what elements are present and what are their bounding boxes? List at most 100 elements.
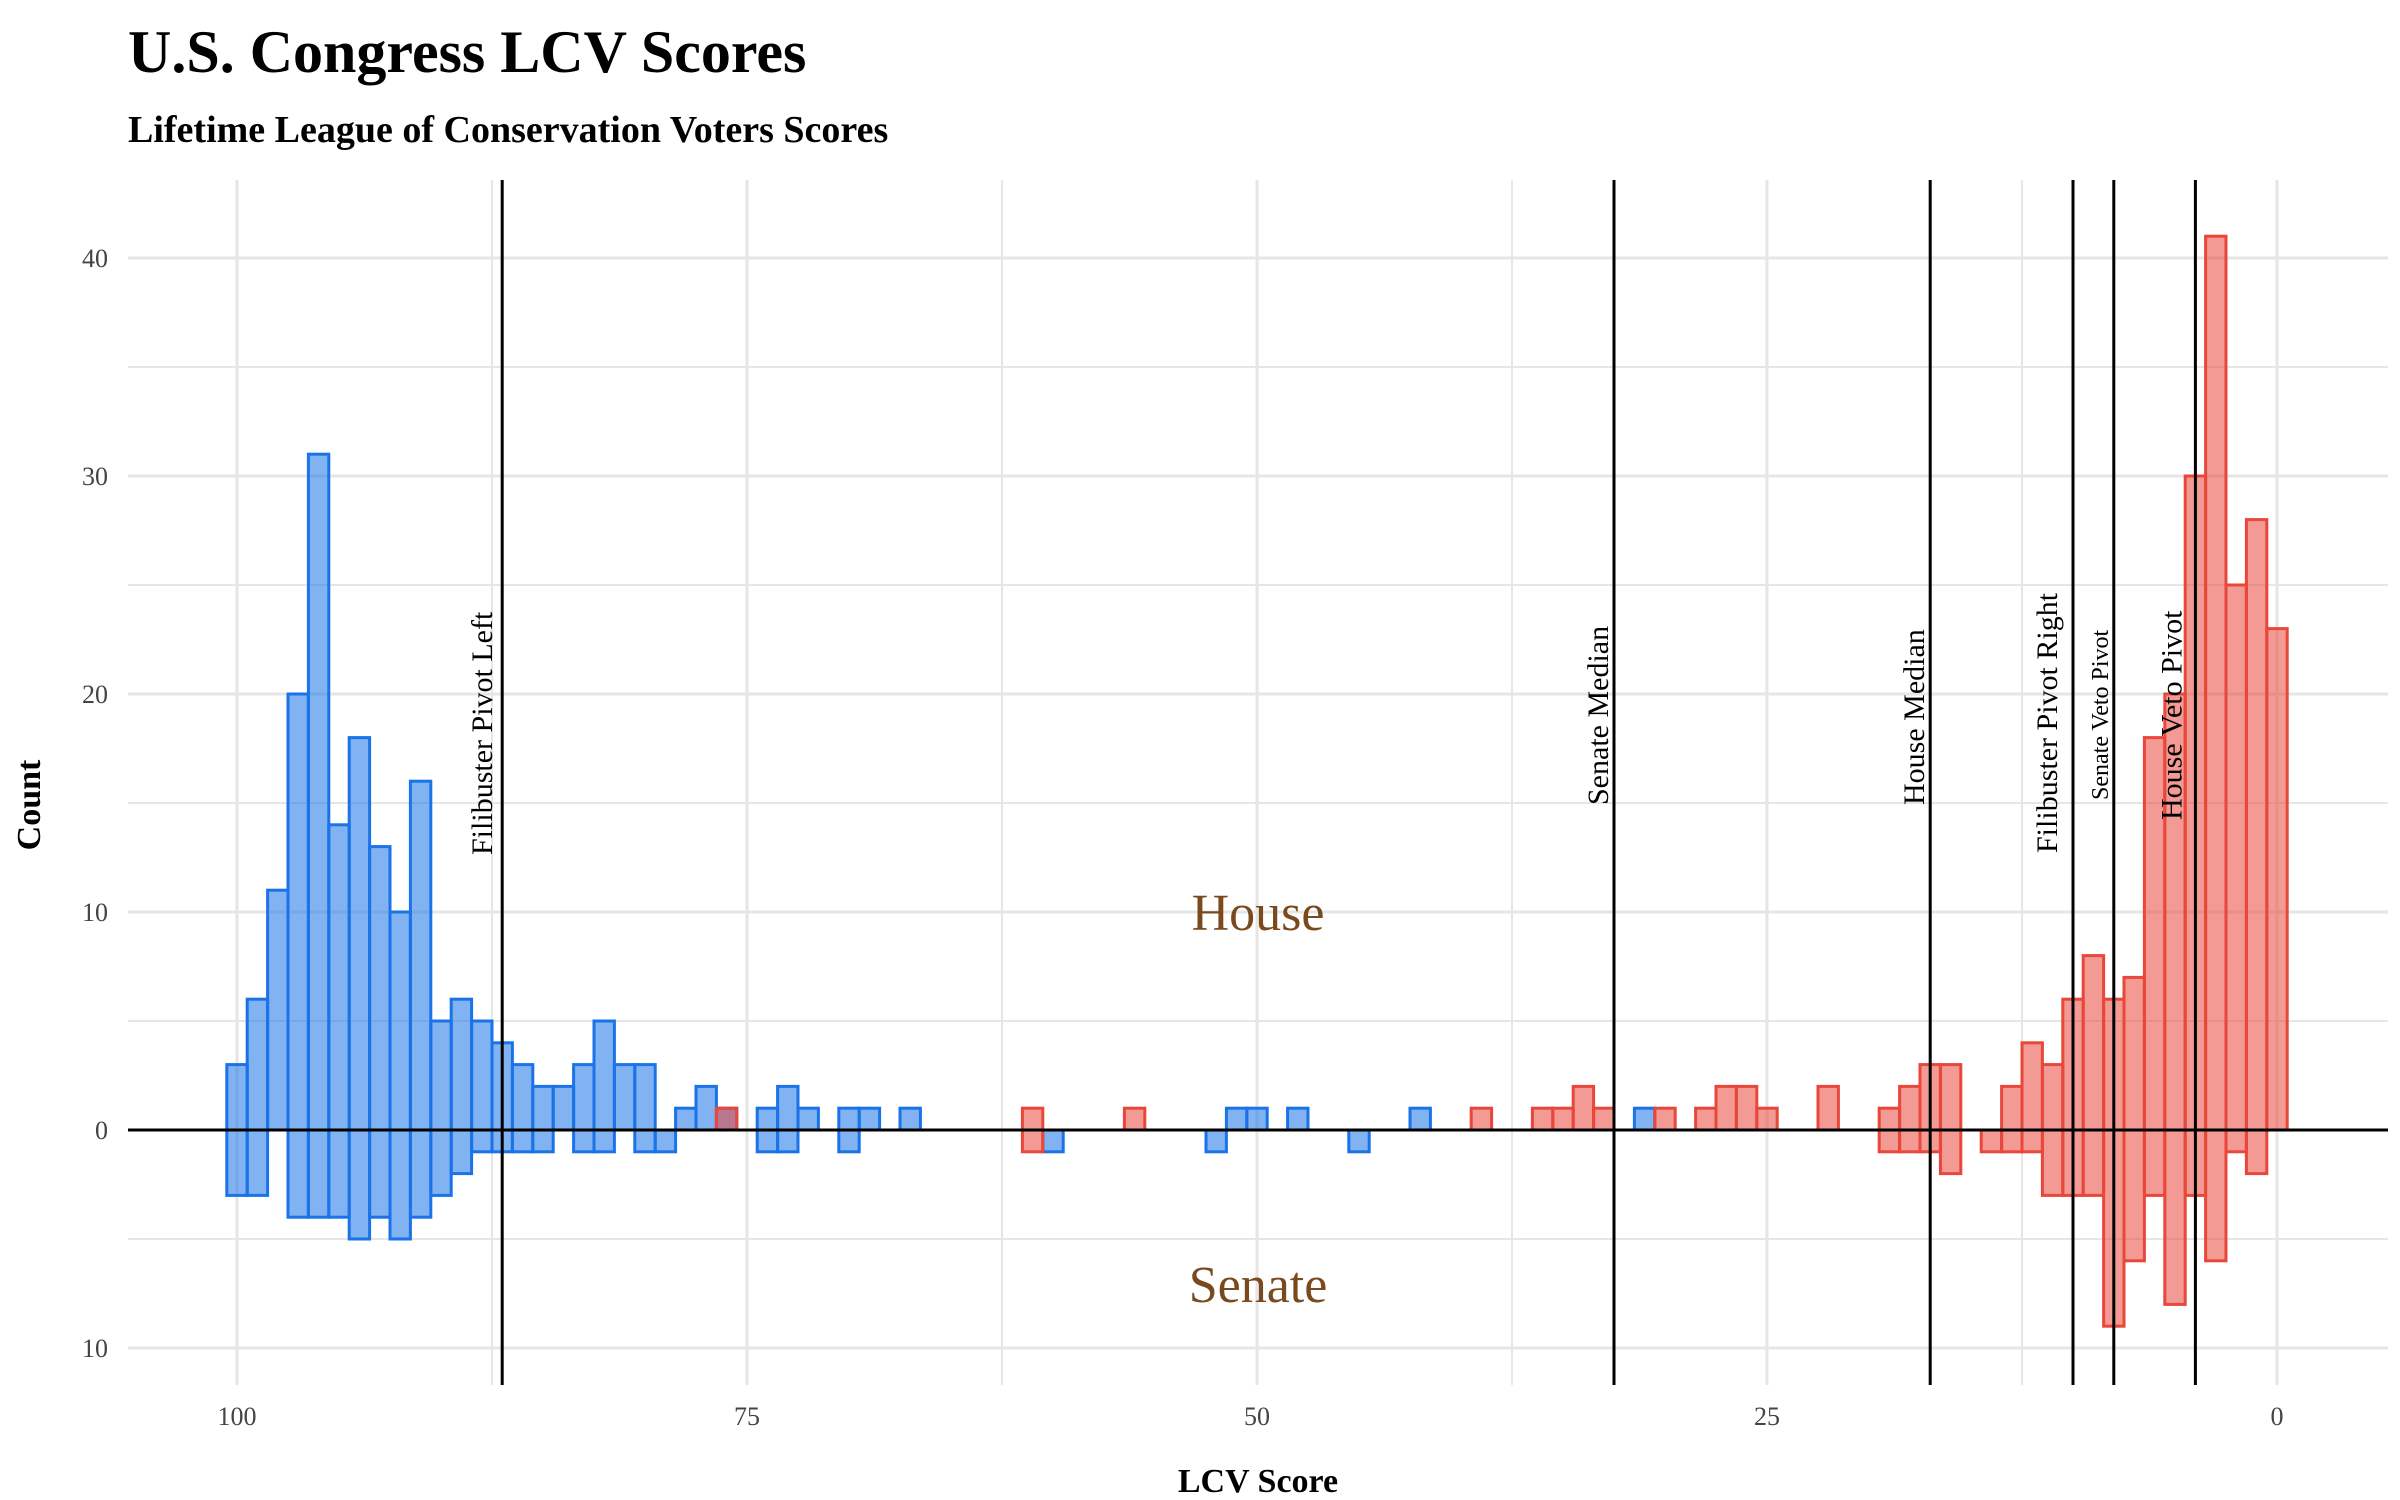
- senate-democrat-bar: [755, 1128, 780, 1154]
- chart-subtitle: Lifetime League of Conservation Voters S…: [128, 109, 888, 151]
- x-tick-label: 100: [218, 1402, 257, 1431]
- house-democrat-bar: [470, 1019, 494, 1132]
- y-tick-label: 0: [95, 1116, 108, 1145]
- house-republican-bar: [1592, 1106, 1616, 1132]
- senate-democrat-bar: [306, 1128, 331, 1219]
- senate-democrat-bar: [347, 1128, 372, 1241]
- senate-democrat-bar: [245, 1128, 270, 1197]
- house-republican-bar: [1122, 1106, 1147, 1132]
- senate-democrat-bar: [592, 1128, 616, 1154]
- house-republican-bar: [1938, 1063, 1963, 1132]
- reference-line-label: House Median: [1898, 629, 1931, 805]
- house-democrat-bar: [306, 452, 331, 1132]
- reference-line-label: Filibuster Pivot Right: [2031, 592, 2064, 853]
- house-democrat-bar: [1286, 1106, 1310, 1132]
- house-democrat-bar: [592, 1019, 616, 1132]
- x-tick-label: 75: [734, 1402, 760, 1431]
- senate-republican-bar: [2163, 1128, 2187, 1306]
- y-tick-label: 40: [82, 244, 108, 273]
- house-democrat-bar: [266, 888, 290, 1132]
- reference-lines: Filibuster Pivot Left Senate Median House …: [466, 180, 2197, 1385]
- senate-democrat-bar: [776, 1128, 800, 1154]
- house-democrat-bar: [633, 1063, 657, 1132]
- senate-republican-bar: [2040, 1128, 2065, 1197]
- house-republican-bar: [2265, 627, 2289, 1132]
- house-republican-bar: [1551, 1106, 1575, 1132]
- house-democrat-bar: [755, 1106, 780, 1132]
- house-republican-bar: [2224, 583, 2248, 1132]
- house-democrat-bar: [796, 1106, 820, 1132]
- house-democrat-bar: [837, 1106, 861, 1132]
- senate-democrat-bar: [408, 1128, 433, 1219]
- house-republican-bar: [1020, 1106, 1045, 1132]
- house-republican-bar: [1816, 1084, 1840, 1132]
- senate-republican-bar: [1020, 1128, 1045, 1154]
- senate-republican-bar: [1898, 1128, 1922, 1154]
- senate-section-label: Senate: [1189, 1257, 1328, 1314]
- house-democrat-bar: [674, 1106, 698, 1132]
- senate-republican-bar: [2142, 1128, 2167, 1197]
- y-axis-label: Count: [11, 759, 48, 850]
- x-tick-label: 25: [1754, 1402, 1780, 1431]
- house-democrat-bar: [327, 823, 351, 1132]
- house-democrat-bar: [551, 1084, 576, 1132]
- house-democrat-bar: [1632, 1106, 1657, 1132]
- house-republican-bar: [2020, 1041, 2044, 1132]
- reference-line-label: Filibuster Pivot Left: [466, 611, 499, 855]
- house-democrat-bar: [510, 1063, 535, 1132]
- house-democrat-bar: [1408, 1106, 1432, 1132]
- house-republican-bar: [714, 1106, 739, 1132]
- senate-democrat-bar: [837, 1128, 861, 1154]
- house-democrat-bar: [368, 845, 392, 1132]
- senate-democrat-bar: [368, 1128, 392, 1219]
- reference-line-label: House Veto Pivot: [2155, 610, 2188, 820]
- house-democrat-bar: [857, 1106, 882, 1132]
- house-democrat-bar: [572, 1063, 596, 1132]
- senate-republican-bar: [1938, 1128, 1963, 1176]
- histogram-bars: [225, 234, 2289, 1328]
- senate-democrat-bar: [653, 1128, 678, 1154]
- senate-democrat-bar: [1204, 1128, 1228, 1154]
- reference-line-label: Senate Median: [1582, 626, 1615, 805]
- y-tick-label: 10: [82, 1334, 108, 1363]
- house-republican-bar: [2000, 1084, 2024, 1132]
- house-republican-bar: [1714, 1084, 1738, 1132]
- senate-democrat-bar: [286, 1128, 310, 1219]
- house-democrat-bar: [531, 1084, 555, 1132]
- house-democrat-bar: [347, 736, 372, 1132]
- y-tick-label: 20: [82, 680, 108, 709]
- senate-republican-bar: [1877, 1128, 1902, 1154]
- house-democrat-bar: [694, 1084, 718, 1132]
- senate-democrat-bar: [429, 1128, 453, 1197]
- senate-republican-bar: [2224, 1128, 2248, 1154]
- house-democrat-bar: [408, 779, 433, 1132]
- x-axis-label: LCV Score: [1178, 1463, 1338, 1500]
- senate-republican-bar: [2020, 1128, 2044, 1154]
- senate-democrat-bar: [633, 1128, 657, 1154]
- chart-title: U.S. Congress LCV Scores: [128, 19, 806, 85]
- house-republican-bar: [2122, 975, 2146, 1132]
- senate-republican-bar: [2244, 1128, 2269, 1176]
- senate-democrat-bar: [572, 1128, 596, 1154]
- house-republican-bar: [1469, 1106, 1494, 1132]
- house-republican-bar: [1898, 1084, 1922, 1132]
- senate-republican-bar: [2000, 1128, 2024, 1154]
- senate-republican-bar: [2122, 1128, 2146, 1263]
- senate-democrat-bar: [327, 1128, 351, 1219]
- house-republican-bar: [2081, 954, 2106, 1132]
- house-democrat-bar: [225, 1063, 249, 1132]
- senate-democrat-bar: [470, 1128, 494, 1154]
- house-republican-bar: [1694, 1106, 1718, 1132]
- house-republican-bar: [1755, 1106, 1779, 1132]
- senate-democrat-bar: [531, 1128, 555, 1154]
- house-republican-bar: [1653, 1106, 1677, 1132]
- house-democrat-bar: [286, 692, 310, 1132]
- senate-democrat-bar: [449, 1128, 474, 1176]
- house-democrat-bar: [388, 910, 412, 1132]
- house-democrat-bar: [776, 1084, 800, 1132]
- house-democrat-bar: [449, 997, 474, 1132]
- senate-democrat-bar: [1041, 1128, 1065, 1154]
- senate-democrat-bar: [1347, 1128, 1371, 1154]
